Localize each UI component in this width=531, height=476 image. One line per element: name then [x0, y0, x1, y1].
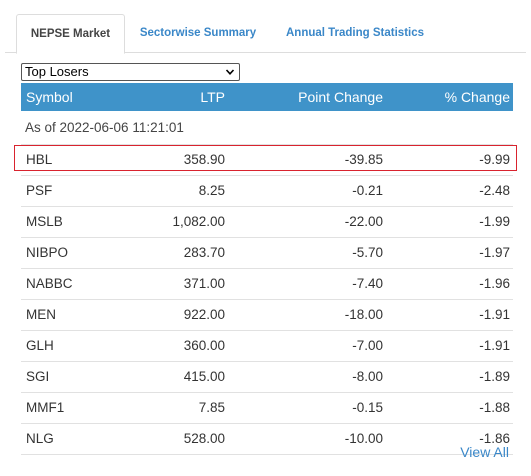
- tab-bar: NEPSE Market Sectorwise Summary Annual T…: [0, 0, 531, 54]
- filter-select-value: Top Losers: [25, 64, 89, 79]
- tab-sectorwise-summary[interactable]: Sectorwise Summary: [139, 27, 257, 39]
- cell-pct-change: -1.91: [479, 307, 510, 322]
- cell-ltp: 371.00: [183, 276, 225, 291]
- cell-ltp: 528.00: [183, 431, 225, 446]
- cell-point-change: -22.00: [344, 214, 383, 229]
- table-row[interactable]: GLH 360.00 -7.00 -1.91: [21, 331, 513, 362]
- table-row[interactable]: SGI 415.00 -8.00 -1.89: [21, 362, 513, 393]
- cell-pct-change: -2.48: [479, 183, 510, 198]
- table-row[interactable]: HBL 358.90 -39.85 -9.99: [21, 145, 513, 176]
- cell-symbol[interactable]: GLH: [26, 338, 54, 353]
- cell-point-change: -5.70: [352, 245, 383, 260]
- tab-annual-trading-statistics[interactable]: Annual Trading Statistics: [285, 27, 425, 39]
- column-header-point-change[interactable]: Point Change: [298, 89, 383, 105]
- cell-symbol[interactable]: MSLB: [26, 214, 63, 229]
- cell-ltp: 922.00: [183, 307, 225, 322]
- cell-ltp: 7.85: [198, 400, 225, 415]
- cell-pct-change: -1.99: [479, 214, 510, 229]
- cell-point-change: -0.21: [352, 183, 383, 198]
- cell-symbol[interactable]: HBL: [26, 152, 53, 167]
- tab-nepse-market[interactable]: NEPSE Market: [16, 14, 125, 54]
- view-all-link[interactable]: View All: [460, 444, 509, 460]
- table-row[interactable]: MEN 922.00 -18.00 -1.91: [21, 300, 513, 331]
- table-header: Symbol LTP Point Change % Change: [21, 83, 513, 111]
- table-row[interactable]: MMF1 7.85 -0.15 -1.88: [21, 393, 513, 424]
- table-row[interactable]: PSF 8.25 -0.21 -2.48: [21, 176, 513, 207]
- as-of-row: As of 2022-06-06 11:21:01: [21, 111, 513, 145]
- cell-point-change: -7.00: [352, 338, 383, 353]
- filter-select[interactable]: Top Losers: [21, 63, 240, 81]
- cell-pct-change: -1.91: [479, 338, 510, 353]
- cell-symbol[interactable]: NLG: [26, 431, 54, 446]
- cell-symbol[interactable]: MMF1: [26, 400, 65, 415]
- cell-point-change: -10.00: [344, 431, 383, 446]
- as-of-timestamp: As of 2022-06-06 11:21:01: [25, 120, 184, 135]
- column-header-symbol[interactable]: Symbol: [26, 89, 73, 105]
- table-row[interactable]: NABBC 371.00 -7.40 -1.96: [21, 269, 513, 300]
- cell-point-change: -39.85: [344, 152, 383, 167]
- cell-pct-change: -1.96: [479, 276, 510, 291]
- cell-ltp: 1,082.00: [172, 214, 225, 229]
- chevron-down-icon: [225, 69, 235, 75]
- cell-pct-change: -1.97: [479, 245, 510, 260]
- cell-pct-change: -1.88: [479, 400, 510, 415]
- cell-ltp: 358.90: [183, 152, 225, 167]
- cell-symbol[interactable]: SGI: [26, 369, 50, 384]
- tab-divider: [5, 52, 526, 53]
- cell-ltp: 415.00: [183, 369, 225, 384]
- table-row[interactable]: MSLB 1,082.00 -22.00 -1.99: [21, 207, 513, 238]
- cell-symbol[interactable]: MEN: [26, 307, 56, 322]
- cell-point-change: -18.00: [344, 307, 383, 322]
- cell-ltp: 283.70: [183, 245, 225, 260]
- cell-ltp: 8.25: [198, 183, 225, 198]
- cell-symbol[interactable]: PSF: [26, 183, 53, 198]
- cell-pct-change: -1.86: [479, 431, 510, 446]
- table-row[interactable]: NIBPO 283.70 -5.70 -1.97: [21, 238, 513, 269]
- cell-pct-change: -9.99: [479, 152, 510, 167]
- column-header-ltp[interactable]: LTP: [200, 89, 225, 105]
- losers-table: Symbol LTP Point Change % Change As of 2…: [21, 83, 513, 455]
- cell-symbol[interactable]: NABBC: [26, 276, 73, 291]
- column-header-pct-change[interactable]: % Change: [444, 89, 510, 105]
- cell-ltp: 360.00: [183, 338, 225, 353]
- cell-pct-change: -1.89: [479, 369, 510, 384]
- cell-point-change: -8.00: [352, 369, 383, 384]
- cell-symbol[interactable]: NIBPO: [26, 245, 69, 260]
- cell-point-change: -0.15: [352, 400, 383, 415]
- table-row[interactable]: NLG 528.00 -10.00 -1.86: [21, 424, 513, 455]
- cell-point-change: -7.40: [352, 276, 383, 291]
